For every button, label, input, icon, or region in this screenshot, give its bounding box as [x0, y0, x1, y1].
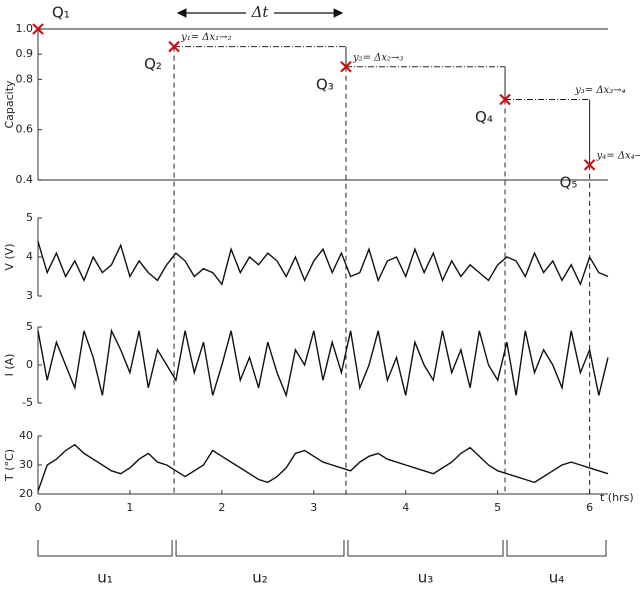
y-axis-label: Capacity [3, 80, 16, 129]
y-axis-label: V (V) [3, 243, 16, 270]
x-tick-label: 5 [494, 501, 501, 514]
point-label: Q₂ [144, 55, 162, 73]
delta-annotation: y₄= Δx₄→₅ [596, 150, 640, 161]
signal-line [37, 443, 609, 492]
segment-bracket [175, 540, 345, 557]
y-tick-label: 40 [19, 429, 33, 442]
point-label: Q₄ [475, 108, 493, 126]
segment-label: u₃ [418, 569, 434, 587]
y-tick-label: 5 [26, 211, 33, 224]
y-tick-label: -5 [22, 396, 33, 409]
segment-label: u₄ [549, 569, 565, 587]
x-tick-label: 3 [310, 501, 317, 514]
y-tick-label: 0.4 [16, 173, 34, 186]
segment-label: u₂ [252, 569, 268, 587]
y-tick-label: 0.8 [16, 72, 34, 85]
y-tick-label: 4 [26, 250, 33, 263]
capacity-marker [499, 93, 511, 106]
x-tick-label: 6 [586, 501, 593, 514]
x-tick-label: 2 [218, 501, 225, 514]
y-axis-label: I (A) [3, 354, 16, 377]
segment-label: u₁ [97, 569, 113, 587]
y-tick-label: 20 [19, 487, 33, 500]
point-label: Q₅ [560, 173, 578, 191]
x-tick-label: 1 [126, 501, 133, 514]
y-axis-label: T (°C) [3, 449, 16, 482]
x-tick-label: 4 [402, 501, 409, 514]
signal-line [37, 241, 609, 287]
point-label: Q₃ [316, 75, 334, 93]
delta-annotation: y₂= Δx₂→₃ [352, 52, 403, 63]
segment-bracket [347, 540, 504, 557]
segment-bracket [37, 540, 173, 557]
signal-line [37, 328, 609, 398]
capacity-marker [583, 159, 596, 171]
x-axis-label: t (hrs) [600, 491, 634, 504]
segment-bracket [506, 540, 607, 557]
y-tick-label: 0.9 [16, 47, 34, 60]
delta-label: Δt [251, 3, 270, 21]
delta-annotation: y₁= Δx₁→₂ [180, 32, 231, 43]
x-tick-label: 0 [35, 501, 42, 514]
capacity-marker [32, 23, 44, 35]
y-tick-label: 0.6 [16, 123, 34, 136]
delta-bg [246, 4, 275, 22]
point-label: Q₁ [52, 4, 70, 22]
y-tick-label: 5 [26, 320, 33, 333]
y-tick-label: 30 [19, 458, 33, 471]
capacity-marker [168, 40, 180, 53]
delta-annotation: y₃= Δx₃→₄ [574, 85, 625, 96]
y-tick-label: 3 [26, 289, 33, 302]
y-tick-label: 0 [26, 358, 33, 371]
capacity-marker [340, 60, 352, 73]
y-tick-label: 1.0 [16, 22, 34, 35]
